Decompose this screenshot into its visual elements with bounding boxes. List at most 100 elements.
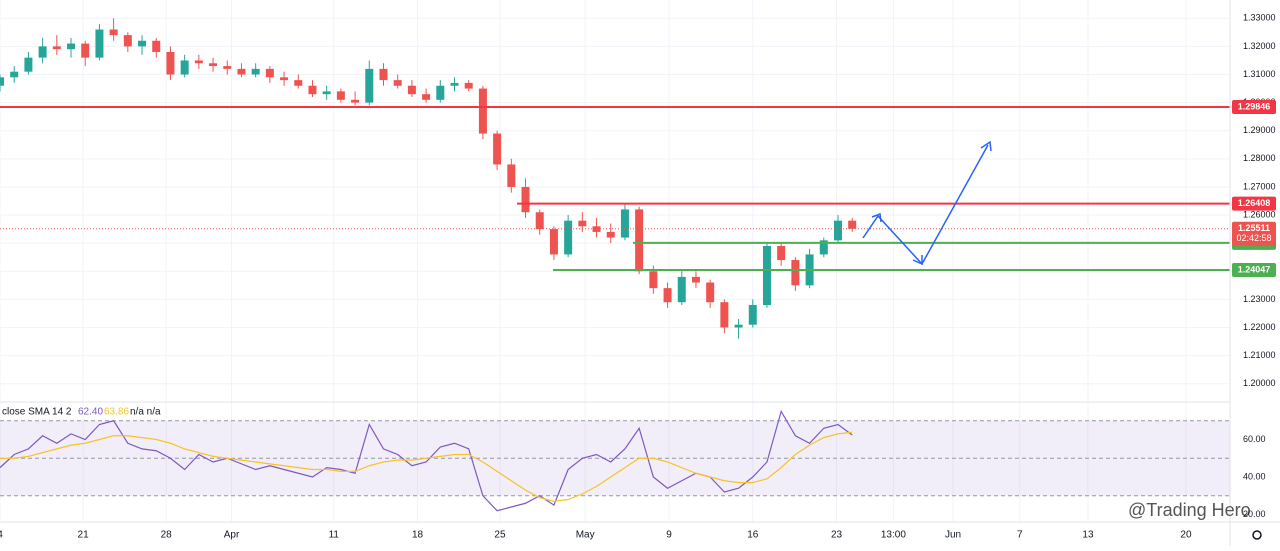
- x-tick-label: 28: [161, 530, 173, 541]
- level-label: 1.26408: [1238, 198, 1271, 208]
- watermark: @Trading Hero: [1128, 500, 1251, 520]
- candle-body: [194, 60, 203, 64]
- candle-body: [762, 245, 771, 306]
- candle-body: [322, 91, 331, 95]
- arrowhead: [912, 255, 923, 266]
- candle-body: [223, 66, 232, 69]
- indicator-label: close SMA 14 2: [2, 407, 72, 418]
- candle-body: [0, 77, 4, 86]
- candle-body: [833, 220, 842, 241]
- candle-body: [152, 40, 161, 53]
- candle-body: [123, 35, 132, 47]
- gear[interactable]: [1252, 530, 1262, 540]
- candle-body: [478, 88, 487, 134]
- candle-body: [109, 29, 118, 36]
- indicator-value: 62.40: [78, 407, 103, 418]
- y-tick-label: 1.28000: [1243, 153, 1276, 163]
- candle-body: [493, 133, 502, 165]
- x-tick-label: 16: [747, 530, 759, 541]
- last-price-box: [1232, 221, 1276, 246]
- candle-body: [138, 40, 147, 47]
- candle-body: [209, 63, 218, 67]
- rsi-tick-label: 20.00: [1243, 509, 1266, 519]
- candle-body: [549, 229, 558, 255]
- candle-body: [464, 82, 473, 89]
- x-tick-label: 13:00: [881, 530, 906, 541]
- x-tick-label: 21: [78, 530, 90, 541]
- x-tick-label: 20: [1180, 530, 1192, 541]
- candle-body: [81, 43, 90, 58]
- last-price-label: 1.25511: [1238, 223, 1270, 233]
- level-label-box: [1232, 196, 1276, 211]
- candle-body: [592, 226, 601, 232]
- level-label: 1.24047: [1238, 264, 1271, 274]
- plot: [0, 18, 1230, 512]
- candle-body: [578, 220, 587, 227]
- candle-body: [294, 80, 303, 86]
- x-tick-label: May: [576, 530, 595, 541]
- x-tick-label: 23: [831, 530, 843, 541]
- candle-body: [265, 68, 274, 78]
- rsi-tick-label: 40.00: [1243, 471, 1266, 481]
- candle-body: [52, 46, 61, 50]
- y-tick-label: 1.22000: [1243, 322, 1276, 332]
- candle-body: [706, 282, 715, 303]
- candle-body: [237, 68, 246, 75]
- projection-arrows: [862, 140, 992, 266]
- candle-body: [720, 302, 729, 328]
- candle-body: [791, 260, 800, 286]
- x-tick-label: 25: [494, 530, 506, 541]
- rsi-tick-label: 60.00: [1243, 434, 1266, 444]
- candle-body: [677, 276, 686, 303]
- candle-body: [848, 220, 857, 229]
- candle-body: [748, 305, 757, 325]
- candle-body: [251, 68, 260, 75]
- x-tick-label: 9: [666, 530, 672, 541]
- candle-body: [819, 240, 828, 255]
- candle-body: [379, 68, 388, 81]
- arrowhead: [980, 140, 992, 152]
- candle-body: [67, 43, 76, 50]
- candle-body: [38, 46, 47, 58]
- x-tick-label: 11: [329, 530, 340, 541]
- candle-body: [734, 324, 743, 328]
- y-tick-label: 1.27000: [1243, 181, 1276, 191]
- candle-body: [649, 271, 658, 289]
- indicator-value: 63.86: [104, 407, 129, 418]
- y-tick-label: 1.32000: [1243, 41, 1276, 51]
- x-tick-label: 7: [1017, 530, 1023, 541]
- candle-body: [407, 85, 416, 95]
- y-tick-label: 1.21000: [1243, 350, 1276, 360]
- rsi-line: [0, 431, 853, 502]
- candle-body: [95, 29, 104, 58]
- candle-body: [166, 52, 175, 75]
- level-label-box: [1232, 99, 1276, 114]
- settings-icon[interactable]: [1252, 530, 1262, 540]
- grid: [0, 0, 1230, 522]
- candle-body: [606, 231, 615, 238]
- candle-body: [691, 276, 700, 283]
- projection-path: [862, 144, 989, 266]
- level-label-box: [1232, 262, 1276, 277]
- countdown: 02:42:58: [1236, 233, 1271, 243]
- candle-body: [564, 220, 573, 255]
- arrowhead: [871, 212, 882, 223]
- candle-body: [777, 245, 786, 261]
- y-tick-label: 1.33000: [1243, 13, 1276, 23]
- candle-body: [422, 94, 431, 100]
- y-tick-label: 1.26000: [1243, 209, 1276, 219]
- x-tick-label: Jun: [945, 530, 961, 541]
- candle-body: [620, 209, 629, 238]
- indicator-extra: n/a n/a: [130, 407, 161, 418]
- y-tick-label: 1.20000: [1243, 378, 1276, 388]
- candle-body: [635, 209, 644, 272]
- candle-body: [521, 186, 530, 213]
- candle-body: [180, 60, 189, 75]
- level-label: 1.29846: [1238, 101, 1271, 111]
- y-tick-label: 1.23000: [1243, 294, 1276, 304]
- candle-body: [280, 77, 289, 81]
- y-tick-label: 1.31000: [1243, 69, 1276, 79]
- candle-body: [535, 212, 544, 230]
